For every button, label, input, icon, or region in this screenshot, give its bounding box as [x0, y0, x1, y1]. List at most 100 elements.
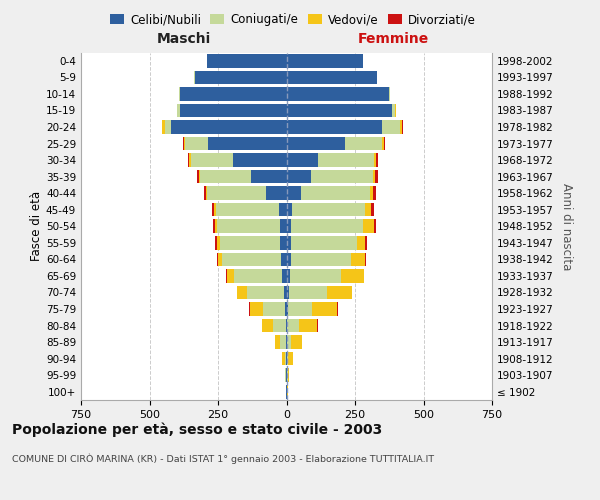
Bar: [287, 70, 377, 84]
Bar: [183, 136, 184, 150]
Bar: [206, 186, 207, 200]
Bar: [287, 186, 301, 200]
Bar: [266, 186, 287, 200]
Bar: [191, 154, 233, 167]
Bar: [197, 170, 199, 183]
Bar: [352, 252, 365, 266]
Bar: [199, 170, 200, 183]
Bar: [215, 236, 217, 250]
Bar: [178, 104, 179, 117]
Bar: [384, 136, 385, 150]
Legend: Celibi/Nubili, Coniugati/e, Vedovi/e, Divorziati/e: Celibi/Nubili, Coniugati/e, Vedovi/e, Di…: [105, 8, 481, 31]
Bar: [287, 269, 290, 282]
Bar: [365, 252, 366, 266]
Bar: [286, 319, 287, 332]
Bar: [287, 203, 292, 216]
Bar: [365, 203, 371, 216]
Bar: [373, 170, 375, 183]
Bar: [212, 203, 214, 216]
Bar: [237, 286, 247, 299]
Bar: [374, 154, 376, 167]
Bar: [292, 220, 363, 233]
Bar: [287, 368, 289, 382]
Bar: [287, 54, 363, 68]
Bar: [227, 269, 233, 282]
Bar: [373, 186, 376, 200]
Bar: [204, 186, 206, 200]
Bar: [292, 336, 302, 349]
Bar: [299, 319, 317, 332]
Bar: [283, 352, 284, 366]
Bar: [272, 319, 286, 332]
Bar: [284, 286, 287, 299]
Bar: [213, 220, 215, 233]
Bar: [284, 352, 286, 366]
Bar: [346, 136, 382, 150]
Bar: [188, 154, 189, 167]
Bar: [287, 236, 292, 250]
Bar: [251, 170, 287, 183]
Bar: [233, 269, 283, 282]
Bar: [301, 186, 370, 200]
Bar: [179, 104, 287, 117]
Bar: [184, 136, 185, 150]
Bar: [375, 170, 378, 183]
Bar: [280, 220, 287, 233]
Bar: [217, 220, 280, 233]
Bar: [281, 252, 287, 266]
Bar: [400, 120, 403, 134]
Text: COMUNE DI CIRÒ MARINA (KR) - Dati ISTAT 1° gennaio 2003 - Elaborazione TUTTITALI: COMUNE DI CIRÒ MARINA (KR) - Dati ISTAT …: [12, 454, 434, 464]
Text: Femmine: Femmine: [358, 32, 429, 46]
Bar: [287, 302, 288, 316]
Bar: [285, 302, 287, 316]
Bar: [164, 120, 172, 134]
Bar: [185, 136, 208, 150]
Bar: [189, 154, 191, 167]
Bar: [288, 302, 312, 316]
Bar: [289, 286, 326, 299]
Bar: [292, 236, 356, 250]
Bar: [287, 154, 318, 167]
Bar: [292, 203, 365, 216]
Bar: [290, 269, 341, 282]
Bar: [376, 154, 378, 167]
Bar: [280, 336, 286, 349]
Bar: [287, 252, 290, 266]
Bar: [179, 87, 287, 101]
Bar: [214, 203, 216, 216]
Bar: [363, 220, 374, 233]
Bar: [374, 220, 376, 233]
Bar: [326, 286, 352, 299]
Bar: [250, 302, 263, 316]
Y-axis label: Anni di nascita: Anni di nascita: [560, 182, 573, 270]
Bar: [382, 136, 384, 150]
Bar: [287, 136, 346, 150]
Bar: [279, 203, 287, 216]
Bar: [217, 252, 218, 266]
Bar: [287, 352, 289, 366]
Bar: [287, 104, 392, 117]
Bar: [382, 120, 400, 134]
Bar: [247, 286, 284, 299]
Bar: [220, 236, 280, 250]
Bar: [222, 252, 281, 266]
Bar: [207, 54, 287, 68]
Bar: [287, 336, 292, 349]
Bar: [262, 319, 272, 332]
Bar: [217, 236, 220, 250]
Bar: [287, 120, 382, 134]
Bar: [370, 186, 373, 200]
Bar: [312, 302, 337, 316]
Bar: [287, 170, 311, 183]
Bar: [263, 302, 285, 316]
Bar: [280, 236, 287, 250]
Text: Popolazione per età, sesso e stato civile - 2003: Popolazione per età, sesso e stato civil…: [12, 422, 382, 437]
Y-axis label: Fasce di età: Fasce di età: [30, 191, 43, 262]
Bar: [287, 319, 299, 332]
Bar: [283, 269, 287, 282]
Bar: [172, 120, 287, 134]
Bar: [287, 87, 389, 101]
Bar: [392, 104, 395, 117]
Bar: [371, 203, 374, 216]
Bar: [289, 352, 293, 366]
